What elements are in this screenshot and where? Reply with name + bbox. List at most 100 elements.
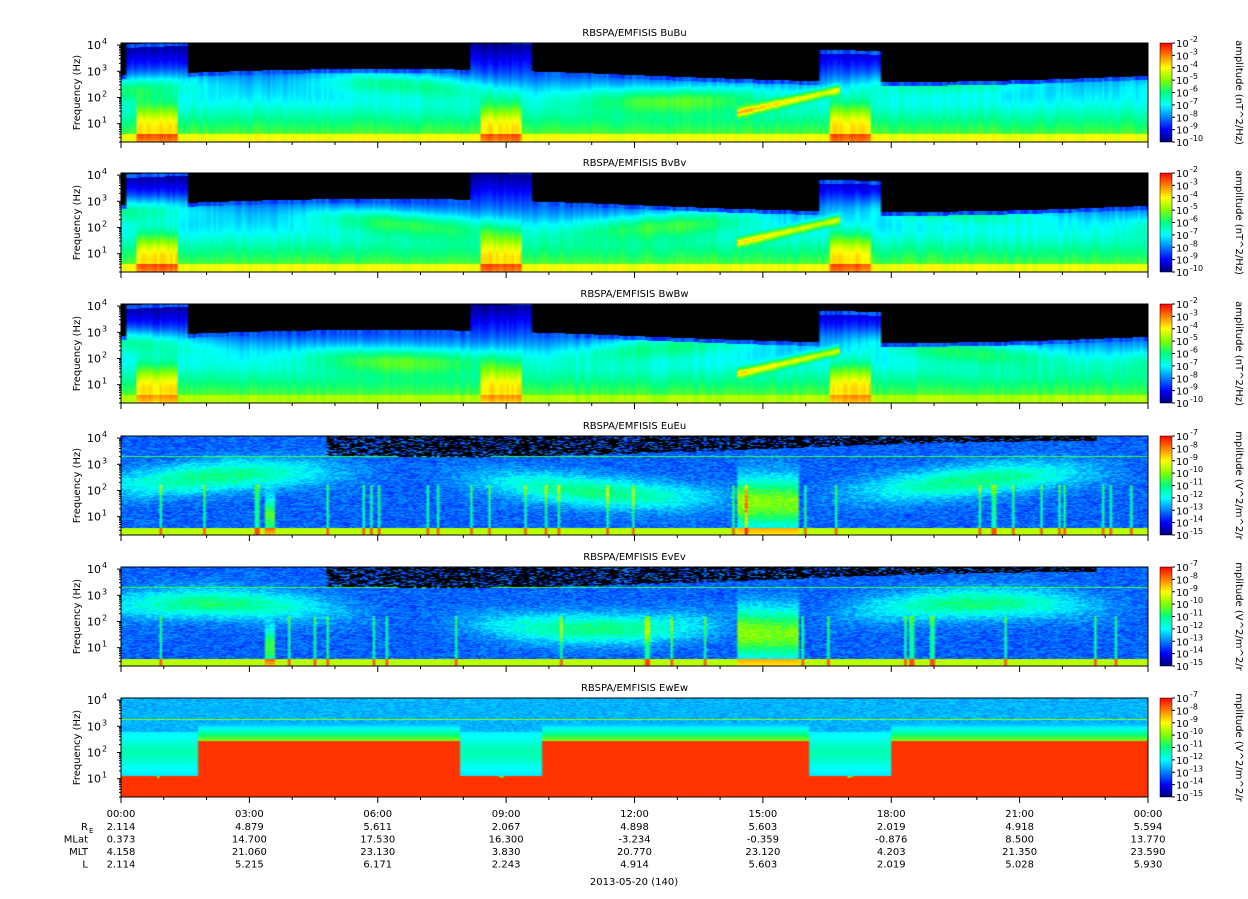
y-tick-label: 10	[87, 65, 101, 78]
ephemeris-value: 16.300	[489, 835, 524, 846]
ephemeris-value: 2.067	[492, 822, 521, 833]
colorbar-tick-exponent: -12	[1190, 621, 1203, 630]
ephemeris-value: -0.359	[747, 835, 779, 846]
colorbar-tick-label: 10	[1176, 219, 1189, 230]
y-tick-label: 10	[87, 379, 101, 392]
y-tick-exponent: 1	[102, 116, 107, 125]
ephemeris-value: 4.879	[235, 822, 264, 833]
colorbar-tick-label: 10	[1176, 625, 1189, 636]
y-tick-exponent: 2	[102, 350, 107, 359]
colorbar-tick-label: 10	[1176, 563, 1189, 574]
y-tick-exponent: 1	[102, 377, 107, 386]
time-tick-label: 09:00	[492, 809, 521, 820]
colorbar-tick-label: 10	[1176, 194, 1189, 205]
colorbar-tick-exponent: -9	[1190, 453, 1198, 462]
spectrogram-image	[121, 173, 1148, 272]
colorbar-tick-exponent: -8	[1190, 440, 1198, 449]
ephemeris-row-label: MLat	[64, 835, 88, 846]
colorbar-tick-label: 10	[1176, 662, 1189, 673]
ephemeris-value: -3.234	[618, 835, 650, 846]
colorbar-tick-exponent: -6	[1190, 215, 1198, 224]
ephemeris-value: 5.603	[749, 822, 778, 833]
colorbar-tick-exponent: -7	[1190, 358, 1198, 367]
y-tick-label: 10	[87, 642, 101, 655]
colorbar-tick-label: 10	[1176, 138, 1189, 149]
y-tick-exponent: 3	[102, 587, 107, 596]
ephemeris-value: 6.171	[363, 860, 392, 871]
colorbar-tick-label: 10	[1176, 169, 1189, 180]
y-tick-label: 10	[87, 248, 101, 261]
panel-title: RBSPA/EMFISIS BuBu	[582, 28, 686, 39]
time-tick-label: 03:00	[235, 809, 264, 820]
ephemeris-value: 5.594	[1134, 822, 1163, 833]
y-tick-exponent: 4	[102, 430, 107, 439]
y-tick-label: 10	[87, 615, 101, 628]
ephemeris-value: 5.028	[1005, 860, 1034, 871]
colorbar-tick-label: 10	[1176, 362, 1189, 373]
colorbar-tick-exponent: -11	[1190, 740, 1203, 749]
y-tick-exponent: 4	[102, 37, 107, 46]
colorbar-tick-exponent: -3	[1190, 47, 1198, 56]
colorbar-tick-label: 10	[1176, 781, 1189, 792]
y-tick-exponent: 1	[102, 771, 107, 780]
colorbar-tick-exponent: -14	[1190, 646, 1203, 655]
time-tick-label: 12:00	[620, 809, 649, 820]
colorbar-tick-label: 10	[1176, 76, 1189, 87]
colorbar-tick-exponent: -5	[1190, 72, 1198, 81]
colorbar-tick-label: 10	[1176, 494, 1189, 505]
colorbar-tick-exponent: -13	[1190, 633, 1203, 642]
colorbar-label: mplitude (V^2/m^2/r	[1233, 562, 1244, 671]
colorbar	[1159, 566, 1173, 667]
ephemeris-value: 20.770	[617, 847, 652, 858]
colorbar-tick-exponent: -9	[1190, 383, 1198, 392]
colorbar-tick-exponent: -8	[1190, 370, 1198, 379]
ephemeris-row-label: MLT	[69, 847, 89, 858]
colorbar-tick-exponent: -2	[1190, 296, 1198, 305]
ephemeris-value: 5.215	[235, 860, 264, 871]
y-tick-exponent: 3	[102, 456, 107, 465]
colorbar-tick-exponent: -8	[1190, 109, 1198, 118]
colorbar-tick-exponent: -12	[1190, 752, 1203, 761]
colorbar-tick-label: 10	[1176, 650, 1189, 661]
y-tick-label: 10	[87, 511, 101, 524]
spectrogram-image	[121, 43, 1148, 142]
ephemeris-value: 0.373	[107, 835, 136, 846]
ephemeris-value: 13.770	[1131, 835, 1166, 846]
ephemeris-value: 4.203	[877, 847, 906, 858]
y-tick-exponent: 2	[102, 613, 107, 622]
colorbar-tick-exponent: -12	[1190, 490, 1203, 499]
colorbar-tick-exponent: -4	[1190, 321, 1198, 330]
y-axis-label: Frequency (Hz)	[72, 579, 83, 655]
y-tick-exponent: 4	[102, 692, 107, 701]
ephemeris-value: 23.120	[745, 847, 780, 858]
colorbar-tick-label: 10	[1176, 101, 1189, 112]
ephemeris-value: 2.114	[107, 822, 136, 833]
colorbar-tick-exponent: -4	[1190, 190, 1198, 199]
y-tick-label: 10	[87, 694, 101, 707]
colorbar-tick-label: 10	[1176, 206, 1189, 217]
ephemeris-value: 21.060	[232, 847, 267, 858]
colorbar-tick-exponent: -10	[1190, 465, 1203, 474]
y-tick-exponent: 4	[102, 298, 107, 307]
y-tick-exponent: 3	[102, 63, 107, 72]
colorbar-tick-label: 10	[1176, 113, 1189, 124]
ephemeris-value: 8.500	[1005, 835, 1034, 846]
colorbar-tick-exponent: -10	[1190, 395, 1203, 404]
colorbar-tick-exponent: -3	[1190, 177, 1198, 186]
colorbar-tick-exponent: -14	[1190, 777, 1203, 786]
colorbar-label: mplitude (V^2/m^2/r	[1233, 693, 1244, 802]
colorbar-tick-label: 10	[1176, 268, 1189, 279]
colorbar-tick-label: 10	[1176, 181, 1189, 192]
ephemeris-value: 4.914	[620, 860, 649, 871]
colorbar-tick-exponent: -8	[1190, 702, 1198, 711]
colorbar	[1159, 697, 1173, 798]
y-tick-label: 10	[87, 300, 101, 313]
y-tick-exponent: 3	[102, 193, 107, 202]
colorbar-tick-label: 10	[1176, 444, 1189, 455]
colorbar-tick-exponent: -3	[1190, 308, 1198, 317]
colorbar-tick-label: 10	[1176, 482, 1189, 493]
colorbar-tick-label: 10	[1176, 506, 1189, 517]
